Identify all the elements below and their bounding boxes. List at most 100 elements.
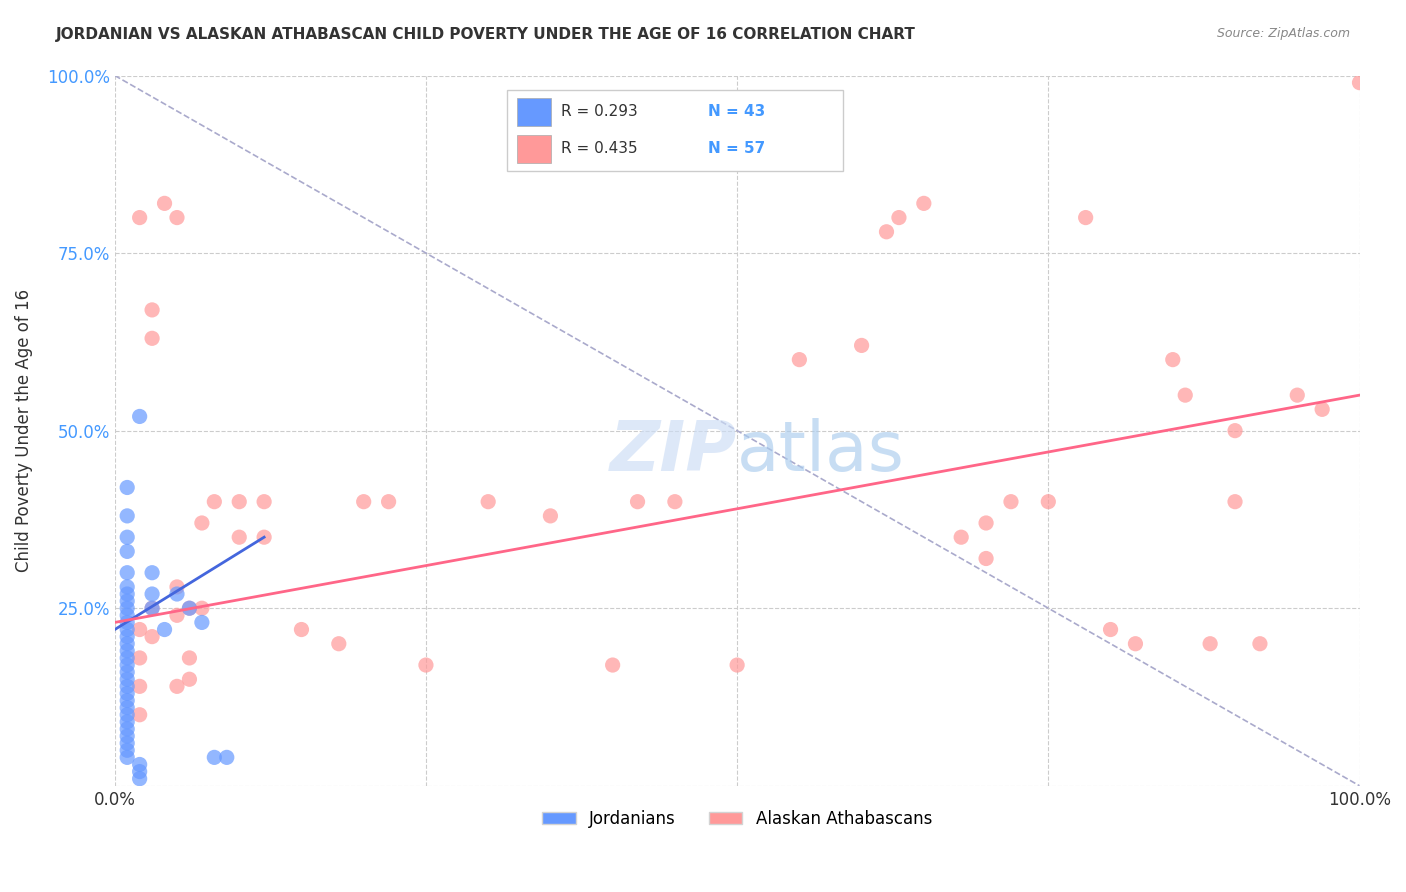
Point <box>115 714 138 729</box>
Point <box>1348 76 1371 90</box>
Point <box>851 338 873 352</box>
Text: atlas: atlas <box>737 418 905 485</box>
Point <box>191 601 214 615</box>
Point <box>115 544 138 558</box>
Point <box>950 530 973 544</box>
Point <box>1038 494 1060 508</box>
Point <box>115 601 138 615</box>
Point <box>538 508 561 523</box>
Point <box>626 494 648 508</box>
Point <box>191 516 214 530</box>
Point <box>477 494 499 508</box>
Point <box>377 494 399 508</box>
Text: JORDANIAN VS ALASKAN ATHABASCAN CHILD POVERTY UNDER THE AGE OF 16 CORRELATION CH: JORDANIAN VS ALASKAN ATHABASCAN CHILD PO… <box>56 27 917 42</box>
Point <box>128 772 150 786</box>
Text: Source: ZipAtlas.com: Source: ZipAtlas.com <box>1216 27 1350 40</box>
Point <box>115 651 138 665</box>
Point <box>128 409 150 424</box>
Point <box>290 623 312 637</box>
Point <box>253 494 276 508</box>
Point <box>115 608 138 623</box>
Point <box>191 615 214 630</box>
Point <box>602 658 624 673</box>
Point <box>664 494 686 508</box>
Point <box>128 651 150 665</box>
Point <box>166 580 188 594</box>
Point <box>974 516 997 530</box>
Point <box>153 623 176 637</box>
Point <box>115 736 138 750</box>
Point <box>166 608 188 623</box>
Point <box>141 331 163 345</box>
Point <box>115 686 138 700</box>
Point <box>115 693 138 707</box>
Point <box>115 530 138 544</box>
Point <box>115 700 138 714</box>
Point <box>1223 424 1246 438</box>
Point <box>1000 494 1022 508</box>
Point <box>789 352 811 367</box>
Legend: Jordanians, Alaskan Athabascans: Jordanians, Alaskan Athabascans <box>536 803 939 834</box>
Point <box>1310 402 1333 417</box>
Point <box>115 508 138 523</box>
Point <box>141 587 163 601</box>
Point <box>912 196 935 211</box>
Point <box>725 658 748 673</box>
Point <box>115 594 138 608</box>
Y-axis label: Child Poverty Under the Age of 16: Child Poverty Under the Age of 16 <box>15 289 32 572</box>
Point <box>128 211 150 225</box>
Point <box>353 494 375 508</box>
Point <box>153 196 176 211</box>
Point <box>179 651 201 665</box>
Point <box>115 658 138 673</box>
Point <box>1074 211 1097 225</box>
Point <box>215 750 238 764</box>
Point <box>115 587 138 601</box>
Point <box>328 637 350 651</box>
Point <box>115 566 138 580</box>
Point <box>1223 494 1246 508</box>
Point <box>1286 388 1309 402</box>
Point <box>115 637 138 651</box>
Point <box>1099 623 1122 637</box>
Point <box>1249 637 1271 651</box>
Point <box>115 722 138 736</box>
Point <box>115 679 138 693</box>
Point <box>115 580 138 594</box>
Point <box>179 672 201 686</box>
Point <box>115 672 138 686</box>
Point <box>1125 637 1147 651</box>
Point <box>115 630 138 644</box>
Text: ZIP: ZIP <box>610 418 737 485</box>
Point <box>141 566 163 580</box>
Point <box>128 707 150 722</box>
Point <box>115 707 138 722</box>
Point <box>115 665 138 680</box>
Point <box>166 679 188 693</box>
Point <box>115 743 138 757</box>
Point <box>115 644 138 658</box>
Point <box>166 587 188 601</box>
Point <box>1199 637 1222 651</box>
Point <box>876 225 898 239</box>
Point <box>202 750 225 764</box>
Point <box>128 623 150 637</box>
Point <box>179 601 201 615</box>
Point <box>141 601 163 615</box>
Point <box>974 551 997 566</box>
Point <box>1161 352 1184 367</box>
Point <box>253 530 276 544</box>
Point <box>141 630 163 644</box>
Point <box>115 480 138 494</box>
Point <box>115 729 138 743</box>
Point <box>128 679 150 693</box>
Point <box>115 623 138 637</box>
Point <box>887 211 910 225</box>
Point <box>141 601 163 615</box>
Point <box>141 302 163 317</box>
Point <box>415 658 437 673</box>
Point <box>128 757 150 772</box>
Point <box>115 750 138 764</box>
Point <box>179 601 201 615</box>
Point <box>228 494 250 508</box>
